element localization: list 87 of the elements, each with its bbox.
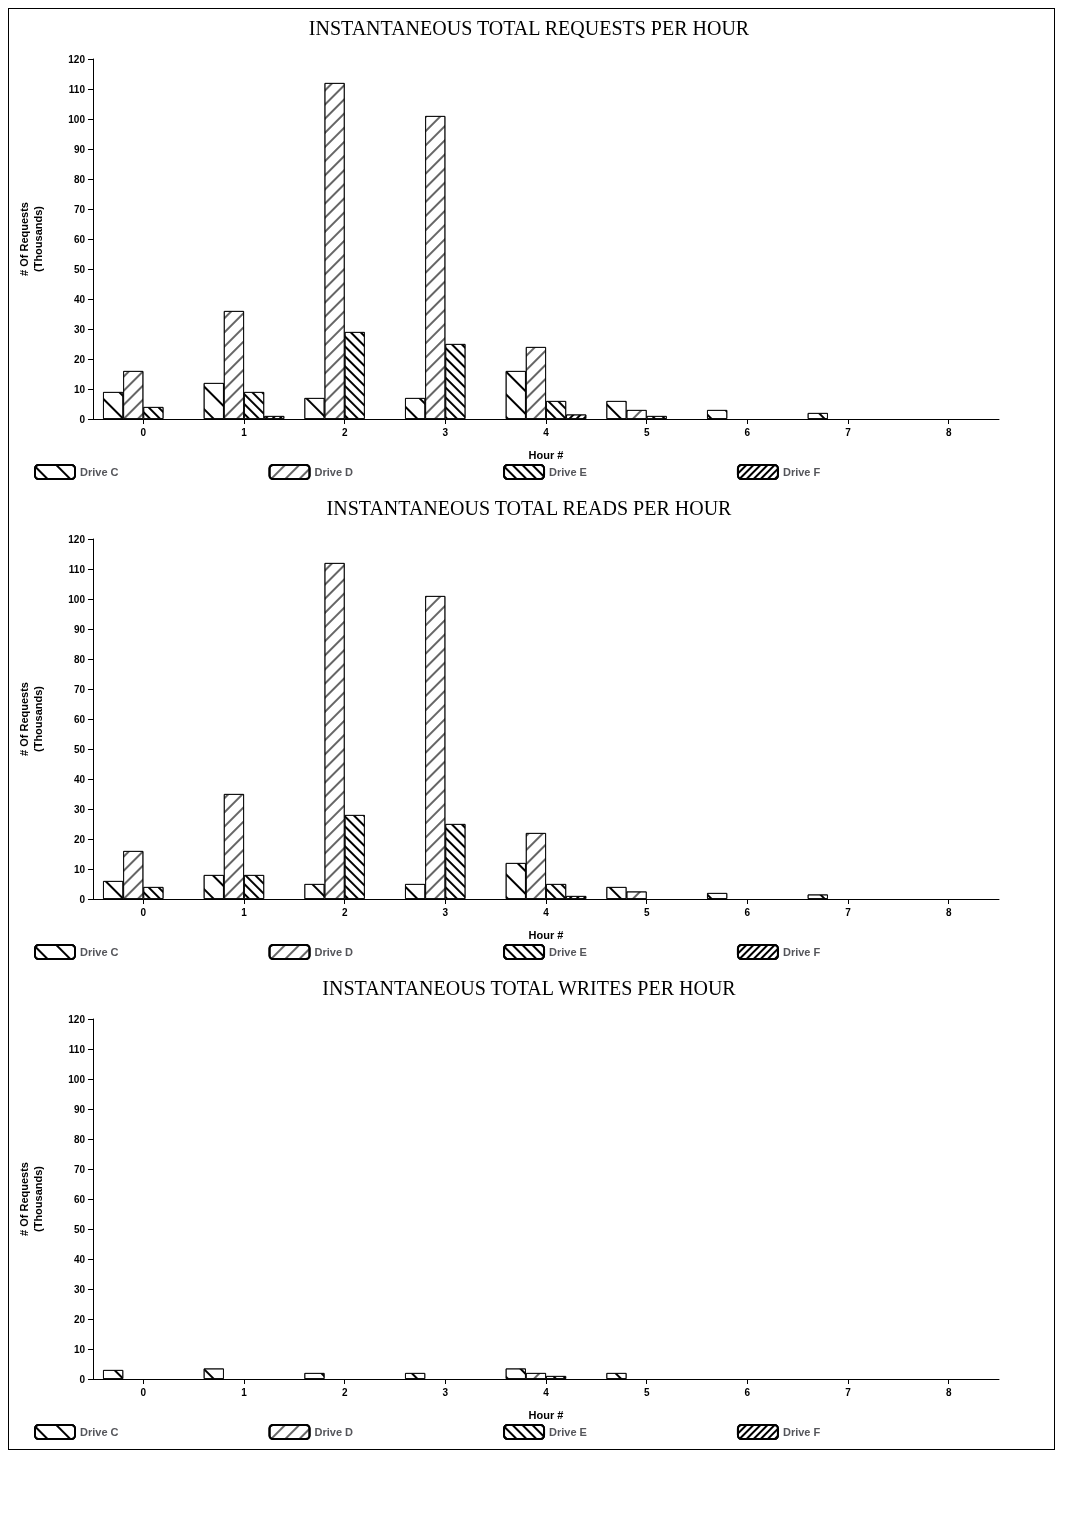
y-tick-label: 60 (73, 713, 86, 725)
legend-label: Drive D (314, 466, 354, 478)
x-tick-label: 7 (845, 906, 852, 918)
x-tick-label: 0 (140, 906, 147, 918)
legend-label: Drive E (549, 946, 587, 958)
y-tick-label: 10 (73, 383, 86, 395)
y-tick-label: 0 (79, 1373, 86, 1385)
y-tick-label: 20 (73, 833, 86, 845)
x-tick-label: 4 (543, 1386, 550, 1398)
y-axis-title: # Of Requests (Thousands) (18, 682, 44, 756)
y-tick-label: 30 (73, 323, 86, 335)
y-tick-label: 80 (73, 653, 86, 665)
y-tick-label: 70 (73, 1163, 86, 1175)
y-tick-label: 80 (73, 173, 86, 185)
y-tick-label: 30 (73, 803, 86, 815)
chart-title: INSTANTANEOUS TOTAL WRITES PER HOUR (322, 977, 737, 999)
x-tick-label: 6 (744, 426, 751, 438)
x-tick-label: 5 (643, 1386, 650, 1398)
y-tick-label: 0 (79, 413, 86, 425)
x-tick-label: 3 (442, 906, 449, 918)
x-tick-label: 4 (543, 906, 550, 918)
y-tick-label: 60 (73, 233, 86, 245)
chart-title: INSTANTANEOUS TOTAL REQUESTS PER HOUR (308, 17, 750, 39)
y-tick-label: 40 (73, 773, 86, 785)
x-axis-title: Hour # (528, 448, 564, 461)
x-tick-label: 3 (442, 426, 449, 438)
legend-label: Drive F (782, 1426, 821, 1438)
y-tick-label: 120 (68, 533, 86, 545)
x-tick-label: 8 (945, 426, 952, 438)
legend-label: Drive F (782, 946, 821, 958)
x-tick-label: 1 (241, 426, 248, 438)
x-tick-label: 6 (744, 1386, 751, 1398)
y-tick-label: 110 (68, 563, 86, 575)
x-tick-label: 5 (643, 426, 650, 438)
y-tick-label: 10 (73, 1343, 86, 1355)
x-tick-label: 1 (241, 906, 248, 918)
y-tick-label: 110 (68, 83, 86, 95)
y-tick-label: 120 (68, 53, 86, 65)
x-axis-title: Hour # (528, 928, 564, 941)
x-tick-label: 3 (442, 1386, 449, 1398)
x-tick-label: 8 (945, 1386, 952, 1398)
y-tick-label: 110 (68, 1043, 86, 1055)
y-tick-label: 100 (68, 113, 86, 125)
x-tick-label: 5 (643, 906, 650, 918)
x-tick-label: 6 (744, 906, 751, 918)
legend-label: Drive C (80, 466, 119, 478)
legend-label: Drive C (80, 946, 119, 958)
y-tick-label: 90 (73, 1103, 86, 1115)
y-axis-title: # Of Requests (Thousands) (18, 1162, 44, 1236)
x-tick-label: 0 (140, 426, 147, 438)
y-tick-label: 40 (73, 1253, 86, 1265)
y-tick-label: 50 (73, 263, 86, 275)
y-tick-label: 40 (73, 293, 86, 305)
y-tick-label: 20 (73, 353, 86, 365)
legend-label: Drive E (549, 1426, 587, 1438)
x-tick-label: 7 (845, 426, 852, 438)
x-tick-label: 8 (945, 906, 952, 918)
x-tick-label: 4 (543, 426, 550, 438)
y-tick-label: 90 (73, 623, 86, 635)
x-tick-label: 0 (140, 1386, 147, 1398)
y-tick-label: 0 (79, 893, 86, 905)
y-tick-label: 120 (68, 1013, 86, 1025)
y-axis-title: # Of Requests (Thousands) (18, 202, 44, 276)
y-tick-label: 90 (73, 143, 86, 155)
legend-label: Drive D (314, 1426, 354, 1438)
y-tick-label: 50 (73, 743, 86, 755)
x-tick-label: 2 (341, 1386, 348, 1398)
y-tick-label: 100 (68, 593, 86, 605)
legend-label: Drive C (80, 1426, 119, 1438)
y-tick-label: 20 (73, 1313, 86, 1325)
legend-label: Drive E (549, 466, 587, 478)
y-tick-label: 70 (73, 203, 86, 215)
x-tick-label: 7 (845, 1386, 852, 1398)
x-tick-label: 1 (241, 1386, 248, 1398)
chart-title: INSTANTANEOUS TOTAL READS PER HOUR (326, 497, 733, 519)
x-tick-label: 2 (341, 906, 348, 918)
legend-label: Drive F (782, 466, 821, 478)
legend-label: Drive D (314, 946, 354, 958)
x-tick-label: 2 (341, 426, 348, 438)
y-tick-label: 50 (73, 1223, 86, 1235)
y-tick-label: 30 (73, 1283, 86, 1295)
x-axis-title: Hour # (528, 1408, 564, 1421)
y-tick-label: 100 (68, 1073, 86, 1085)
y-tick-label: 70 (73, 683, 86, 695)
y-tick-label: 60 (73, 1193, 86, 1205)
y-tick-label: 10 (73, 863, 86, 875)
y-tick-label: 80 (73, 1133, 86, 1145)
